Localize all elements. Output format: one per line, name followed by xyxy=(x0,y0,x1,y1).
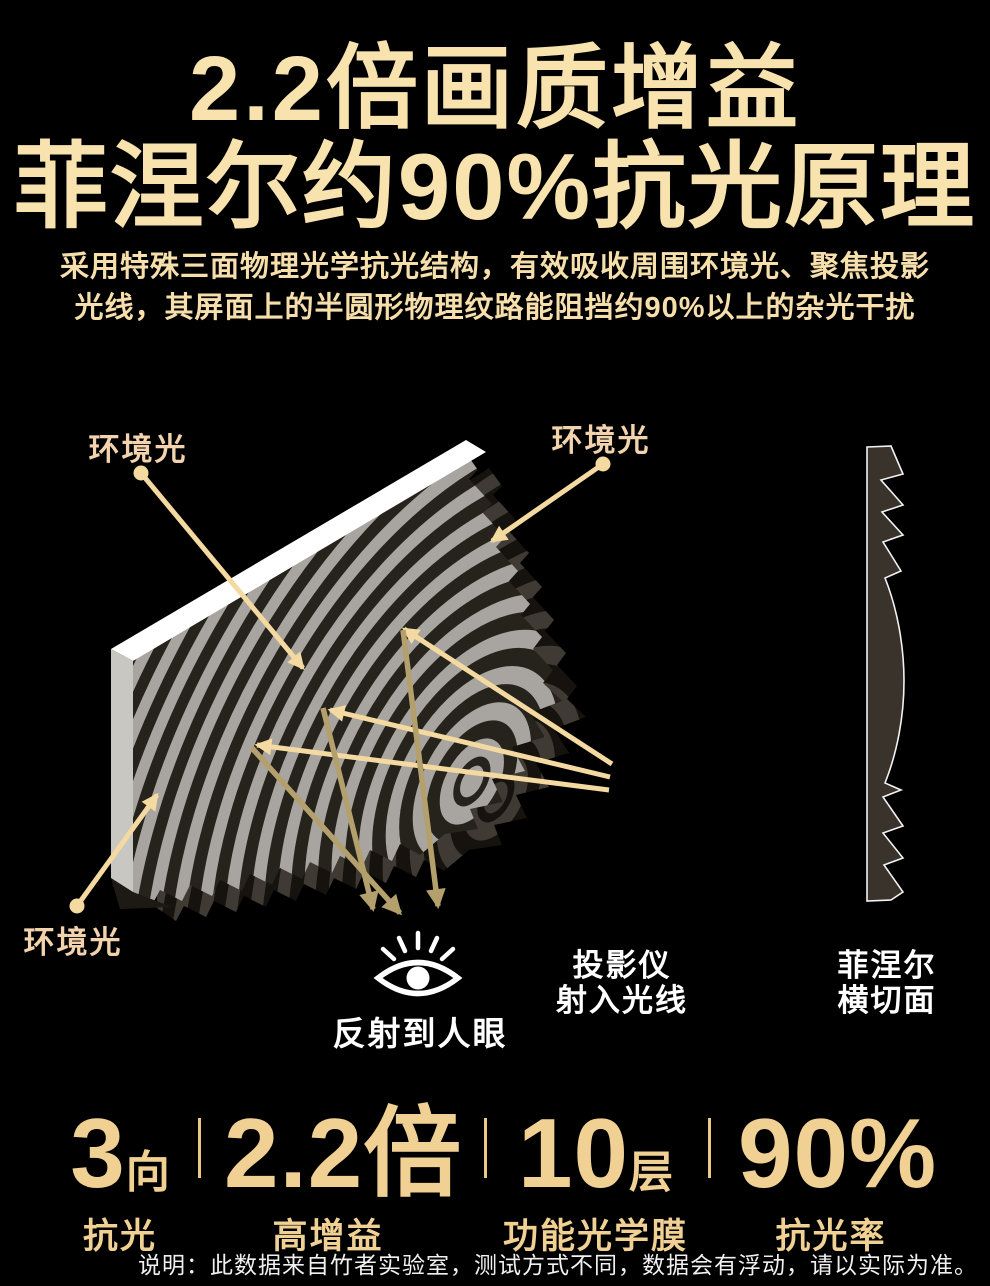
ambient-label-top-left: 环境光 xyxy=(89,432,188,467)
footer-disclaimer: 说明：此数据来自竹者实验室，测试方式不同，数据会有浮动，请以实际为准。 xyxy=(138,1252,978,1278)
stat-unit: 向 xyxy=(125,1148,170,1197)
subtitle-description-line1: 采用特殊三面物理光学抗光结构，有效吸收周围环境光、聚焦投影 xyxy=(59,251,930,283)
projector-ray-3 xyxy=(254,738,610,793)
stat-gain: 2.2倍 高增益 xyxy=(224,1098,463,1259)
projector-ray-arrows xyxy=(254,626,614,793)
screen-bottom-shadow xyxy=(111,878,172,909)
stat-unit: 层 xyxy=(629,1148,673,1197)
subtitle-description-line2: 光线，其屏面上的半圆形物理纹路能阻挡约90%以上的杂光干扰 xyxy=(74,292,916,325)
projector-ray-1 xyxy=(401,626,614,767)
screen-top-edge xyxy=(111,440,486,661)
projector-ray-2 xyxy=(327,705,611,780)
stat-divider-2 xyxy=(484,1118,487,1178)
stat-label: 抗光 xyxy=(82,1217,157,1256)
anti-light-principle-diagram: 环境光 环境光 环境光 反射到人眼 投影仪 射入光线 菲涅尔 横切面 xyxy=(24,423,937,1052)
stat-value: 3向 xyxy=(70,1098,170,1208)
reflected-ray-1 xyxy=(400,629,446,909)
stat-layers: 10层 功能光学膜 xyxy=(503,1104,688,1259)
fresnel-cross-section-shape xyxy=(866,445,905,902)
stat-anti-light-rate: 90% 抗光率 xyxy=(738,1098,938,1259)
reflected-ray-3 xyxy=(249,746,403,916)
ambient-arrow-bottom-left xyxy=(74,792,160,908)
subtitle-description: 采用特殊三面物理光学抗光结构，有效吸收周围环境光、聚焦投影 光线，其屏面上的半圆… xyxy=(0,247,990,329)
stat-label: 高增益 xyxy=(272,1217,384,1256)
projector-label-line1: 投影仪 xyxy=(573,948,672,983)
ambient-arrow-top-right xyxy=(489,461,605,544)
stat-divider-3 xyxy=(708,1118,711,1178)
stat-value: 10层 xyxy=(517,1098,673,1208)
ambient-label-top-right: 环境光 xyxy=(552,423,651,458)
page-title-line1: 2.2倍画质增益 xyxy=(189,38,801,140)
screen-left-edge xyxy=(111,649,133,892)
page-title-line2: 菲涅尔约90%抗光原理 xyxy=(13,134,977,239)
ambient-arrow-top-left xyxy=(139,471,305,670)
ambient-label-bottom-left: 环境光 xyxy=(24,925,123,960)
reflected-ray-arrows xyxy=(249,629,446,916)
stat-anti-light: 3向 抗光 xyxy=(36,1104,204,1259)
stat-value: 90% xyxy=(738,1098,938,1208)
fresnel-label-line2: 横切面 xyxy=(838,983,937,1018)
eye-icon xyxy=(373,930,463,997)
stat-label: 抗光率 xyxy=(775,1217,887,1256)
stat-value: 2.2倍 xyxy=(224,1098,463,1208)
stat-divider-1 xyxy=(198,1118,201,1178)
fresnel-label-line1: 菲涅尔 xyxy=(838,948,937,983)
ambient-light-arrows xyxy=(69,456,611,914)
stat-label: 功能光学膜 xyxy=(503,1217,689,1256)
reflect-to-eye-label: 反射到人眼 xyxy=(333,1015,508,1052)
projector-label-line2: 射入光线 xyxy=(555,983,688,1018)
